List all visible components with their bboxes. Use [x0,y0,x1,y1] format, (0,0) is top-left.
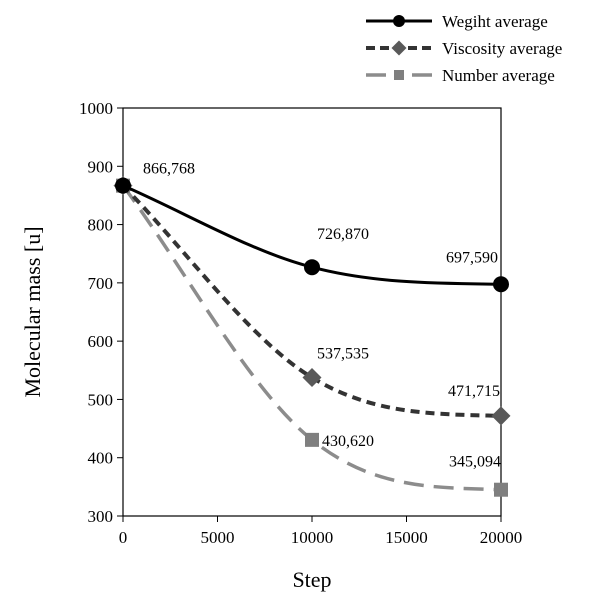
legend-label: Viscosity average [442,39,562,58]
legend-marker [394,70,404,80]
legend-marker [391,40,407,56]
x-axis-title: Step [292,567,331,592]
y-tick-label: 400 [88,449,114,468]
legend: Wegiht average Viscosity average Number av… [366,12,562,85]
data-point-marker [494,482,508,497]
y-axis-ticks: 300 400 500 600 700 800 900 1000 [79,99,123,526]
x-tick-label: 15000 [385,528,428,547]
data-label: 345,094 [449,454,501,471]
y-tick-label: 800 [88,216,114,235]
x-tick-label: 5000 [201,528,235,547]
data-label: 471,715 [448,383,500,400]
data-point-marker [304,259,320,276]
y-tick-label: 300 [88,507,114,526]
x-tick-label: 20000 [480,528,523,547]
x-axis-ticks: 0 5000 10000 15000 20000 [119,516,523,547]
data-label: 726,870 [317,226,369,243]
data-point-marker [302,368,322,388]
y-tick-label: 1000 [79,99,113,118]
x-tick-label: 10000 [291,528,334,547]
data-label: 866,768 [143,161,195,178]
data-point-marker [305,432,319,447]
y-tick-label: 600 [88,332,114,351]
data-label: 430,620 [322,433,374,450]
data-labels: 866,768 726,870 697,590 537,535 471,715 430,6… [143,161,501,471]
series-line [121,184,502,418]
legend-label: Wegiht average [442,12,548,31]
series-markers [113,176,511,497]
y-axis-title: Molecular mass [u] [20,226,45,397]
data-label: 537,535 [317,346,369,363]
legend-label: Number average [442,66,555,85]
data-label: 697,590 [446,249,498,266]
data-point-marker [115,177,131,194]
legend-marker [393,15,405,27]
data-point-marker [493,276,509,293]
y-tick-label: 500 [88,390,114,409]
y-tick-label: 700 [88,274,114,293]
y-tick-label: 900 [88,157,114,176]
x-tick-label: 0 [119,528,128,547]
data-point-marker [491,406,511,426]
